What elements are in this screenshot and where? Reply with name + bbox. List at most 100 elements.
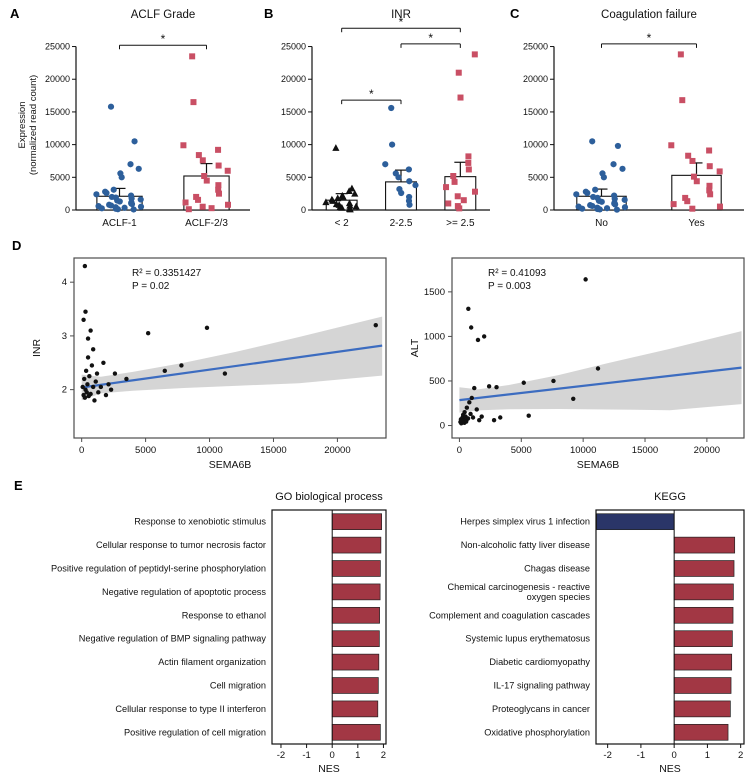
svg-text:NES: NES (318, 763, 340, 775)
panel-label-e: E (14, 478, 23, 493)
svg-text:Positive regulation of peptidy: Positive regulation of peptidyl-serine p… (51, 564, 266, 574)
panel-label-a: A (10, 6, 20, 21)
go-biological-process-bar-chart: GO biological process Response to xenobio… (51, 491, 387, 775)
svg-text:Response to ethanol: Response to ethanol (182, 610, 266, 620)
svg-text:20000: 20000 (281, 74, 306, 84)
svg-text:2: 2 (738, 750, 743, 761)
svg-text:25000: 25000 (523, 42, 548, 52)
svg-text:Cellular response to tumor nec: Cellular response to tumor necrosis fact… (96, 540, 266, 550)
svg-text:No: No (595, 218, 608, 229)
svg-text:10000: 10000 (570, 445, 596, 456)
svg-text:INR: INR (391, 9, 411, 21)
svg-text:Complement and coagulation cas: Complement and coagulation cascades (429, 610, 590, 620)
svg-text:20000: 20000 (324, 445, 350, 456)
svg-text:5000: 5000 (511, 445, 532, 456)
svg-text:15000: 15000 (523, 107, 548, 117)
svg-text:Cell migration: Cell migration (210, 681, 266, 691)
inr-sema6b-regression-plot: 0 5000 10000 15000 20000 2 3 4 SEMA6B INR R² = 0.3… (31, 257, 387, 471)
svg-text:Coagulation failure: Coagulation failure (601, 9, 697, 21)
svg-text:0: 0 (543, 205, 548, 215)
svg-text:10000: 10000 (45, 140, 70, 150)
svg-text:2: 2 (62, 385, 67, 396)
svg-text:NES: NES (659, 763, 681, 775)
svg-text:*: * (399, 15, 404, 29)
svg-text:*: * (428, 31, 433, 45)
alt-sema6b-regression-plot: 0 5000 10000 15000 20000 0 500 1000 1500 SEMA6B AL… (409, 257, 745, 471)
svg-text:Expression: Expression (17, 102, 28, 149)
svg-text:5000: 5000 (286, 172, 306, 182)
svg-text:ACLF Grade: ACLF Grade (131, 9, 196, 21)
svg-text:-2: -2 (603, 750, 611, 761)
svg-text:Positive regulation of cell mi: Positive regulation of cell migration (124, 727, 266, 737)
svg-text:1: 1 (355, 750, 360, 761)
svg-text:ALT: ALT (409, 338, 421, 357)
svg-text:10000: 10000 (196, 445, 222, 456)
svg-text:15000: 15000 (632, 445, 658, 456)
svg-text:2: 2 (381, 750, 386, 761)
svg-text:0: 0 (79, 445, 84, 456)
coagulation-failure-dotplot: Coagulation failure 0 5000 10000 15000 20000 2… (523, 9, 744, 229)
svg-text:4: 4 (62, 277, 67, 288)
svg-text:>= 2.5: >= 2.5 (446, 218, 475, 229)
svg-text:Herpes simplex virus 1 infecti: Herpes simplex virus 1 infection (460, 517, 590, 527)
svg-text:Negative regulation of BMP sig: Negative regulation of BMP signaling pat… (79, 634, 267, 644)
svg-text:1000: 1000 (424, 331, 445, 342)
inr-dotplot: INR 0 5000 10000 15000 20000 25000 < 2 2-2.5 >= 2… (281, 9, 490, 229)
svg-text:-1: -1 (302, 750, 310, 761)
svg-text:500: 500 (429, 376, 445, 387)
svg-text:ACLF-2/3: ACLF-2/3 (185, 218, 228, 229)
svg-text:15000: 15000 (260, 445, 286, 456)
svg-text:-2: -2 (277, 750, 285, 761)
svg-text:5000: 5000 (50, 172, 70, 182)
svg-text:20000: 20000 (523, 74, 548, 84)
svg-text:Chemical carcinogenesis - reac: Chemical carcinogenesis - reactive (448, 582, 590, 592)
svg-text:0: 0 (440, 421, 445, 432)
aclf-grade-dotplot: ACLF Grade 0 5000 10000 15000 20000 25000 Expre… (17, 9, 250, 229)
svg-text:10000: 10000 (281, 140, 306, 150)
svg-text:Proteoglycans in cancer: Proteoglycans in cancer (492, 704, 590, 714)
svg-text:10000: 10000 (523, 140, 548, 150)
svg-text:(normalized read count): (normalized read count) (28, 75, 39, 175)
svg-text:Non-alcoholic fatty liver dise: Non-alcoholic fatty liver disease (461, 540, 590, 550)
svg-text:-1: -1 (637, 750, 645, 761)
svg-text:oxygen species: oxygen species (527, 592, 591, 602)
svg-text:*: * (369, 87, 374, 101)
svg-text:ACLF-1: ACLF-1 (102, 218, 137, 229)
svg-text:R² = 0.3351427: R² = 0.3351427 (132, 268, 202, 279)
svg-text:Response to xenobiotic stimulu: Response to xenobiotic stimulus (134, 517, 266, 527)
svg-text:Cellular response to type II i: Cellular response to type II interferon (115, 704, 266, 714)
svg-text:20000: 20000 (694, 445, 720, 456)
svg-text:KEGG: KEGG (654, 491, 686, 503)
svg-text:Actin filament organization: Actin filament organization (158, 657, 266, 667)
svg-text:0: 0 (65, 205, 70, 215)
svg-text:Chagas disease: Chagas disease (524, 564, 590, 574)
svg-text:Oxidative phosphorylation: Oxidative phosphorylation (484, 727, 590, 737)
svg-text:15000: 15000 (45, 107, 70, 117)
svg-text:0: 0 (301, 205, 306, 215)
svg-text:0: 0 (457, 445, 462, 456)
svg-text:15000: 15000 (281, 107, 306, 117)
svg-text:P = 0.003: P = 0.003 (488, 281, 531, 292)
svg-text:*: * (647, 31, 652, 45)
svg-text:5000: 5000 (528, 172, 548, 182)
svg-text:25000: 25000 (45, 42, 70, 52)
svg-text:Diabetic cardiomyopathy: Diabetic cardiomyopathy (489, 657, 590, 667)
svg-text:Yes: Yes (688, 218, 704, 229)
svg-text:INR: INR (31, 339, 43, 358)
svg-text:P = 0.02: P = 0.02 (132, 281, 170, 292)
svg-text:0: 0 (330, 750, 335, 761)
panel-label-b: B (264, 6, 274, 21)
svg-text:2-2.5: 2-2.5 (390, 218, 413, 229)
svg-text:IL-17 signaling pathway: IL-17 signaling pathway (493, 681, 590, 691)
svg-text:*: * (161, 32, 166, 46)
svg-text:R² = 0.41093: R² = 0.41093 (488, 268, 547, 279)
svg-text:3: 3 (62, 331, 67, 342)
svg-text:Negative regulation of apoptot: Negative regulation of apoptotic process (102, 587, 266, 597)
svg-text:1500: 1500 (424, 287, 445, 298)
svg-text:SEMA6B: SEMA6B (577, 459, 620, 471)
svg-text:20000: 20000 (45, 74, 70, 84)
panel-label-d: D (12, 238, 22, 253)
svg-text:5000: 5000 (135, 445, 156, 456)
svg-text:< 2: < 2 (335, 218, 350, 229)
kegg-bar-chart: KEGG Herpes simplex virus 1 infection Non-… (429, 491, 745, 775)
